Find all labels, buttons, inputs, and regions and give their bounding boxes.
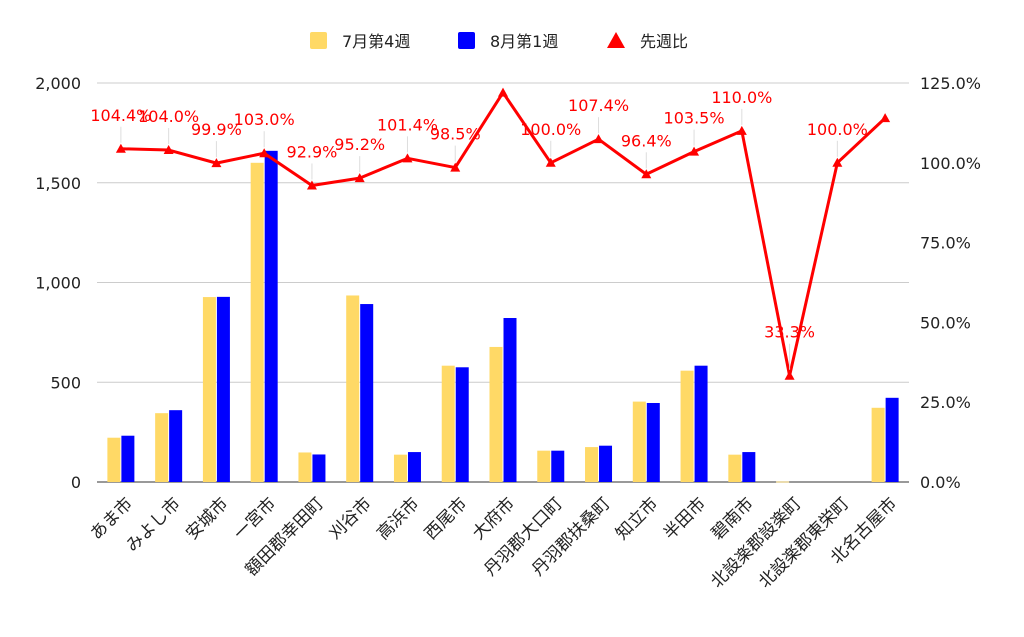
legend: 7月第4週 8月第1週 先週比: [310, 32, 688, 51]
bar-week2: [551, 450, 565, 482]
line-data-label: 104.0%: [138, 107, 199, 126]
bar-week1: [776, 481, 790, 483]
bar-week2: [455, 367, 469, 482]
line-marker: [545, 157, 556, 167]
bar-week1: [346, 295, 360, 482]
line-data-label: 107.4%: [568, 96, 629, 115]
bar-week2: [360, 304, 374, 482]
y-left-tick-label: 1,000: [35, 274, 81, 293]
line-marker: [880, 113, 891, 123]
bar-week2: [646, 402, 660, 482]
y-left-tick-label: 500: [50, 373, 81, 392]
y-right-tick-label: 0.0%: [920, 473, 961, 492]
bar-week2: [312, 454, 326, 482]
line-marker: [211, 158, 222, 168]
bar-week1: [728, 454, 742, 482]
bar-week1: [680, 370, 694, 482]
line-marker: [784, 370, 795, 380]
bar-week1: [585, 447, 599, 482]
legend-ratio-label: 先週比: [640, 32, 688, 51]
line-data-label: 99.9%: [191, 120, 242, 139]
line-data-label: 100.0%: [807, 120, 868, 139]
bar-week1: [632, 401, 646, 482]
line-marker: [402, 153, 413, 163]
bar-week2: [503, 318, 517, 482]
line-marker: [736, 125, 747, 135]
line-data-label: 101.4%: [377, 115, 438, 134]
bar-week1: [393, 454, 407, 482]
legend-ratio-swatch: [607, 32, 625, 48]
bar-week1: [250, 162, 264, 483]
line-marker: [832, 157, 843, 167]
y-right-tick-label: 100.0%: [920, 154, 981, 173]
bar-week1: [202, 297, 216, 482]
y-right-tick-label: 75.0%: [920, 234, 971, 253]
bar-week1: [155, 413, 169, 482]
y-left-tick-label: 1,500: [35, 174, 81, 193]
bar-week1: [298, 452, 312, 482]
y-right-tick-label: 125.0%: [920, 74, 981, 93]
bar-week2: [407, 452, 421, 482]
line-data-label: 103.0%: [234, 110, 295, 129]
y-right-tick-label: 50.0%: [920, 313, 971, 332]
bar-week2: [742, 452, 756, 482]
line-data-label: 92.9%: [287, 142, 338, 161]
line-data-label: 33.3%: [764, 323, 815, 342]
bar-week2: [264, 150, 278, 482]
line-data-label: 100.0%: [520, 120, 581, 139]
x-tick-label: 西尾市: [421, 494, 471, 544]
line-marker: [450, 162, 461, 172]
bar-week2: [121, 435, 135, 482]
line-marker: [306, 180, 317, 190]
x-tick-label: 刈谷市: [326, 494, 376, 544]
line-marker: [163, 145, 174, 155]
bar-week2: [169, 410, 183, 482]
bar-series: [107, 150, 899, 483]
line-data-label: 104.4%: [90, 106, 151, 125]
legend-week1-label: 7月第4週: [342, 32, 410, 51]
bar-week2: [694, 365, 708, 482]
legend-week2-swatch: [458, 32, 475, 49]
line-data-label: 98.5%: [430, 125, 481, 144]
line-data-label: 95.2%: [334, 135, 385, 154]
y-left-tick-label: 0: [71, 473, 81, 492]
bar-week2: [599, 445, 613, 482]
bar-week1: [107, 437, 121, 482]
line-marker: [354, 173, 365, 183]
x-tick-label: 半田市: [660, 494, 710, 544]
line-marker: [259, 148, 270, 158]
line-marker: [641, 169, 652, 179]
legend-week1-swatch: [310, 32, 327, 49]
x-tick-label: 知立市: [612, 494, 662, 544]
bar-week2: [885, 397, 899, 482]
bar-week2: [216, 296, 230, 482]
bar-week1: [537, 450, 551, 482]
line-marker: [115, 143, 126, 153]
gridlines: [97, 82, 909, 483]
line-marker: [689, 146, 700, 156]
y-right-tick-label: 25.0%: [920, 393, 971, 412]
bar-week1: [871, 407, 885, 482]
line-data-label: 110.0%: [711, 88, 772, 107]
y-left-tick-label: 2,000: [35, 74, 81, 93]
bar-week1: [489, 346, 503, 482]
bar-week1: [441, 365, 455, 482]
line-series: 104.4%104.0%99.9%103.0%92.9%95.2%101.4%9…: [90, 87, 891, 380]
line-data-label: 103.5%: [664, 109, 725, 128]
x-tick-label: 高浜市: [373, 494, 423, 544]
line-marker: [498, 87, 508, 97]
x-tick-label: 安城市: [182, 494, 232, 544]
legend-week2-label: 8月第1週: [490, 32, 558, 51]
line-marker: [593, 134, 604, 144]
line-data-label: 96.4%: [621, 131, 672, 150]
